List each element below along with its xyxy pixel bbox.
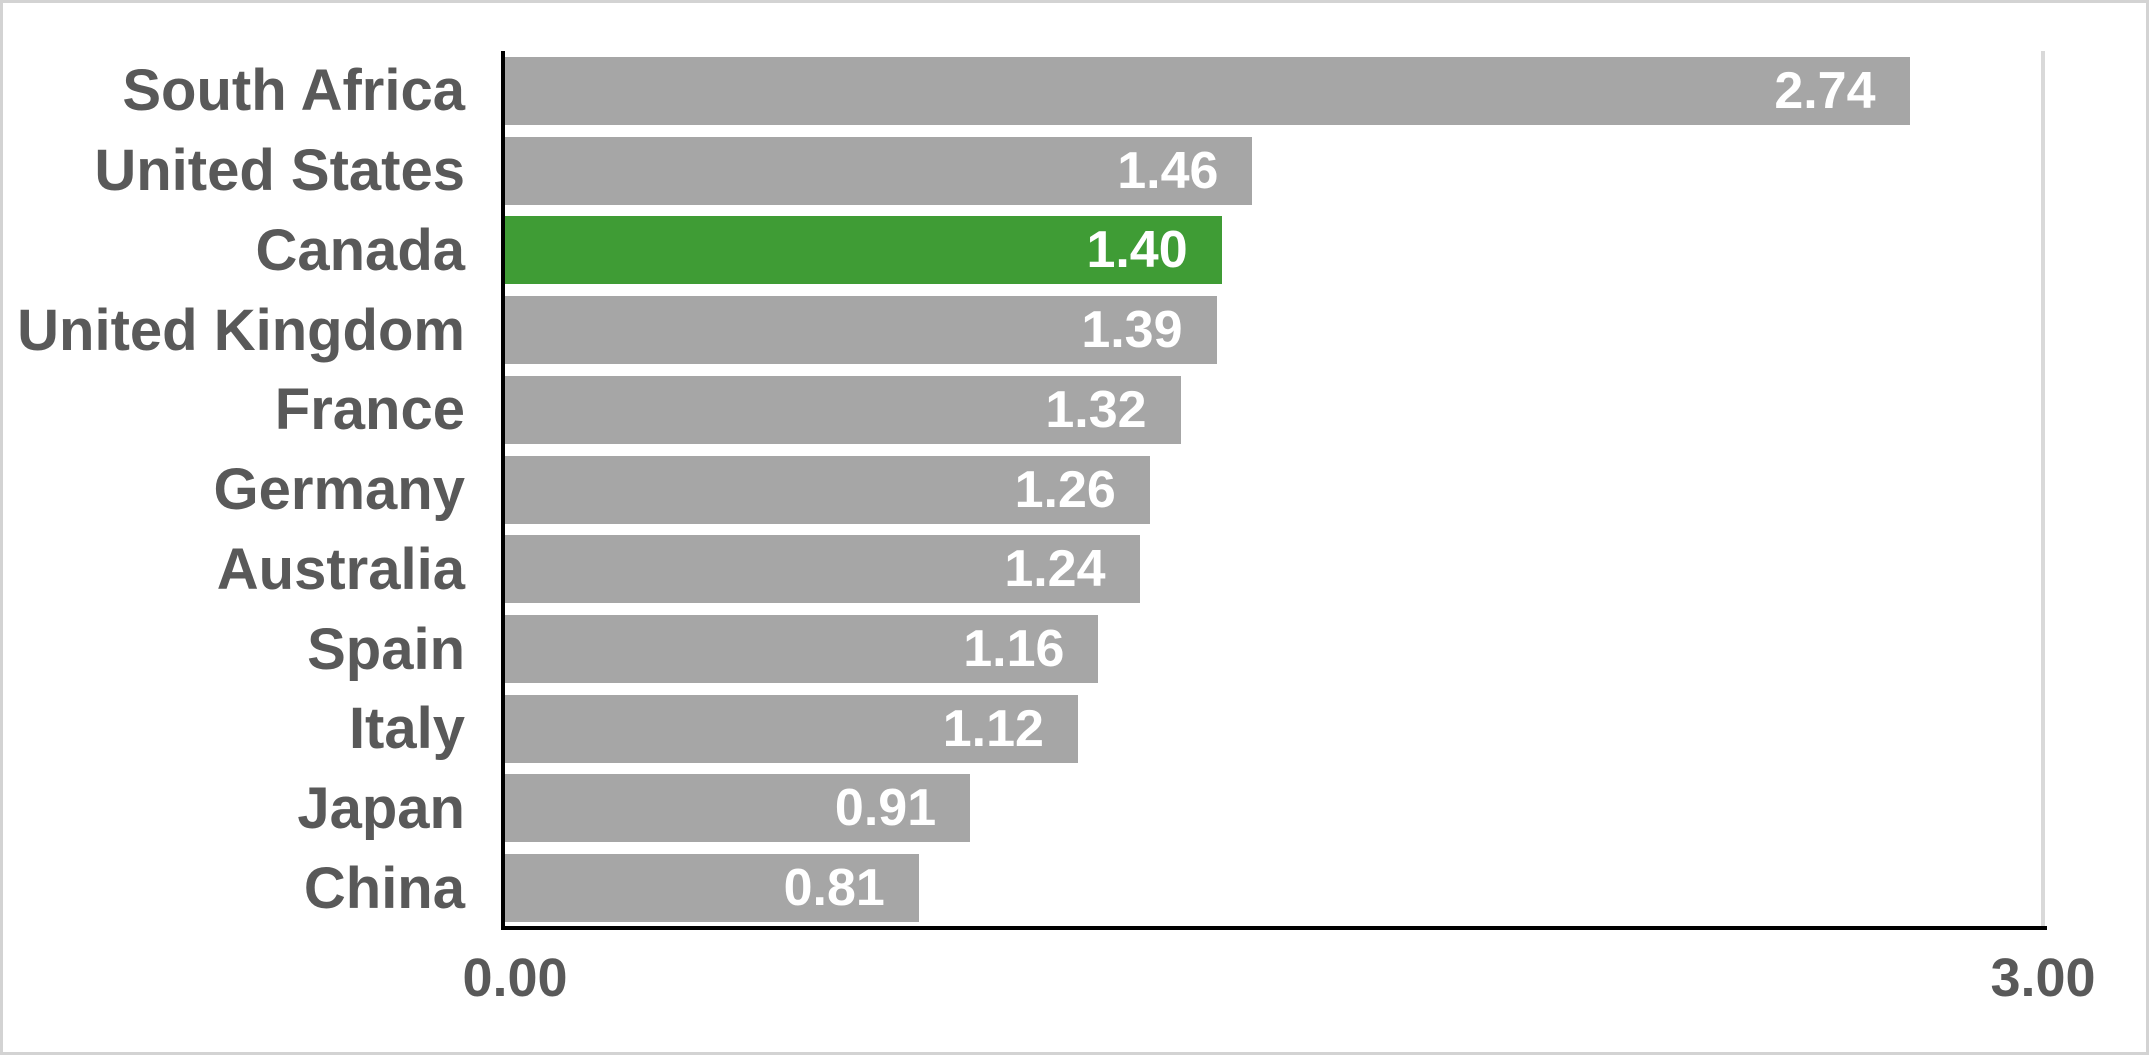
bar-row: Japan 0.91 [3, 769, 2146, 849]
bar-value-label: 2.74 [1774, 61, 1876, 120]
bar-track: 0.81 [503, 854, 2146, 923]
bar-row: Germany 1.26 [3, 450, 2146, 530]
bar-rows: South Africa 2.74 United States 1.46 Canada 1… [3, 51, 2146, 928]
category-label: China [303, 855, 465, 921]
bar: 1.46 [503, 136, 1253, 205]
category-label: Japan [297, 775, 465, 841]
y-axis-line [501, 51, 505, 930]
category-label: United Kingdom [17, 297, 465, 363]
category-label: Canada [255, 217, 465, 283]
bar-value-label: 1.46 [1117, 141, 1219, 200]
bar-track: 0.91 [503, 774, 2146, 843]
bar-value-label: 1.40 [1086, 221, 1188, 280]
bar: 0.81 [503, 854, 919, 923]
bar-value-label: 1.26 [1014, 460, 1116, 519]
bar-value-label: 1.16 [963, 620, 1065, 678]
x-axis-line [501, 926, 2047, 930]
bar-track: 1.12 [503, 694, 2146, 763]
bar-value-label: 0.91 [834, 779, 937, 838]
category-label: Germany [213, 457, 465, 523]
gridline-max [2041, 51, 2045, 926]
bar-value-label: 1.24 [1004, 540, 1106, 599]
bar-row: China 0.81 [3, 848, 2146, 928]
bar: 1.16 [503, 615, 1099, 683]
bar-value-label: 1.32 [1045, 380, 1147, 439]
bar-track: 1.40 [503, 216, 2146, 285]
bar-track: 1.24 [503, 535, 2146, 604]
bar-track: 2.74 [503, 56, 2146, 125]
bar-track: 1.32 [503, 375, 2146, 444]
bar-row: Spain 1.16 [3, 609, 2146, 689]
category-label: Spain [307, 616, 465, 682]
category-label: Italy [348, 696, 465, 762]
bar-track: 1.26 [503, 455, 2146, 524]
bar-row: France 1.32 [3, 370, 2146, 450]
bar-row: South Africa 2.74 [3, 51, 2146, 131]
category-label: Australia [216, 536, 465, 602]
bar: 0.91 [503, 774, 971, 843]
category-label: France [274, 377, 465, 443]
bar-track: 1.46 [503, 136, 2146, 205]
bar-track: 1.39 [503, 296, 2146, 365]
bar-row: Canada 1.40 [3, 210, 2146, 290]
category-label: United States [94, 138, 465, 204]
category-label: South Africa [122, 58, 465, 124]
bar: 1.12 [503, 694, 1078, 763]
bar-highlighted: 1.40 [503, 216, 1222, 285]
x-axis-tick-max: 3.00 [1990, 948, 2096, 1008]
bar: 2.74 [503, 56, 1910, 125]
bar: 1.32 [503, 375, 1181, 444]
bar: 1.24 [503, 535, 1140, 604]
bar: 1.39 [503, 296, 1217, 365]
bar-value-label: 1.12 [942, 699, 1044, 758]
x-axis-tick-min: 0.00 [462, 948, 568, 1008]
bar-value-label: 1.39 [1081, 301, 1183, 360]
bar-value-label: 0.81 [783, 859, 885, 918]
bar-row: United States 1.46 [3, 131, 2146, 211]
bar-row: Italy 1.12 [3, 689, 2146, 769]
bar-row: United Kingdom 1.39 [3, 290, 2146, 370]
bar-track: 1.16 [503, 615, 2146, 683]
bar: 1.26 [503, 455, 1150, 524]
bar-row: Australia 1.24 [3, 529, 2146, 609]
